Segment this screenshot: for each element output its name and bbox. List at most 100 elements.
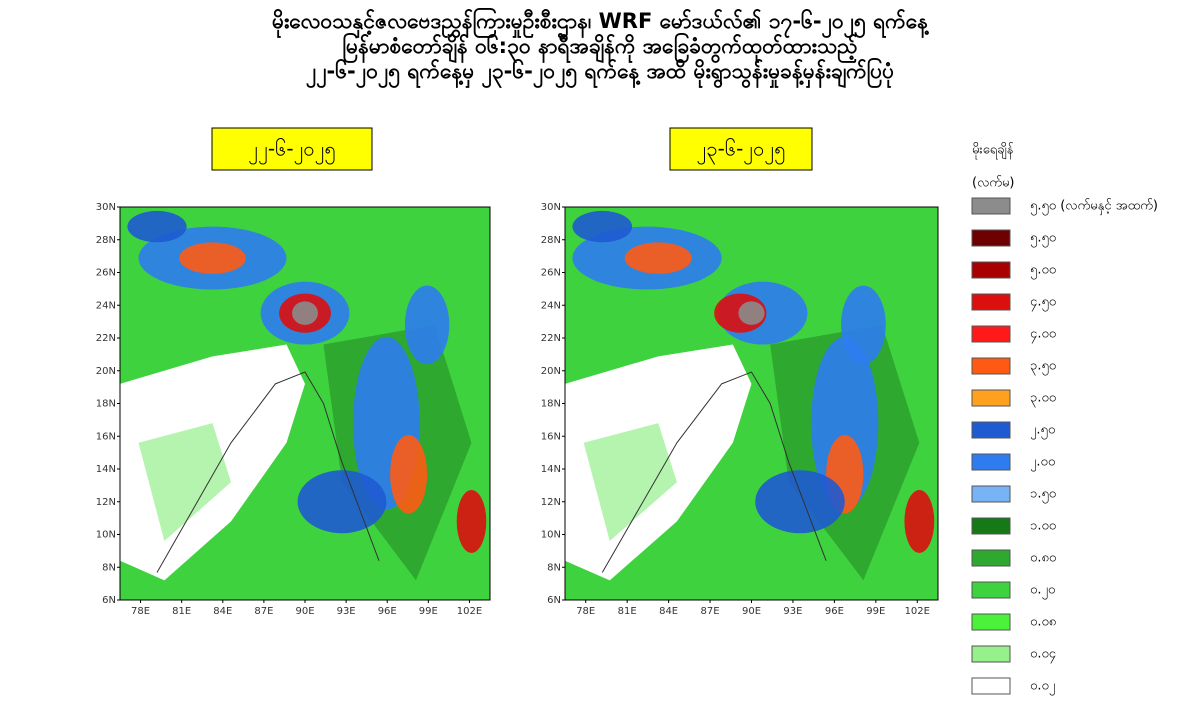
lat-label: 6N [102,595,116,606]
map [565,207,938,600]
legend-label: ၂.၀၀ [1030,455,1055,472]
date-box [669,127,813,171]
lat-label: 14N [541,464,561,475]
lat-label: 12N [96,497,116,508]
lat-label: 6N [547,595,561,606]
lat-label: 8N [547,562,561,573]
lat-label: 28N [96,235,116,246]
lon-label: 84E [213,606,232,617]
legend-unit: (လက်မ) [972,175,1014,191]
title-line: ၂၂-၆-၂၀၂၅ ရက်နေ့မှ ၂၃-၆-၂၀၂၅ ရက်နေ့ အထိ … [306,56,894,89]
rain-area [404,285,450,365]
lon-label: 99E [866,606,885,617]
rain-area [456,489,487,553]
date-label: ၂၂-၆-၂၀၂၅ [248,137,335,165]
rain-area [390,434,428,514]
legend-label: ၀.၈၀ [1030,551,1056,566]
rain-area [297,470,387,534]
lon-label: 87E [254,606,273,617]
legend-label: ၀.၀၂ [1030,679,1055,696]
lat-label: 10N [96,530,116,541]
legend-swatch [971,197,1011,215]
rain-area [755,470,845,534]
lat-label: 30N [541,202,561,213]
coastline [156,371,380,573]
lon-label: 78E [131,606,150,617]
lat-label: 12N [541,497,561,508]
legend-title: မိုးရေချိန် [972,142,1014,160]
lat-label: 16N [96,431,116,442]
legend-swatch [971,677,1011,695]
lon-label: 93E [783,606,802,617]
legend-swatch [971,581,1011,599]
lat-label: 10N [541,530,561,541]
rain-area [841,285,886,365]
sea [583,423,677,542]
lat-label: 30N [96,202,116,213]
legend-label: ၄.၅၀ [1030,295,1056,312]
lat-label: 22N [541,333,561,344]
lat-label: 16N [541,431,561,442]
rain-area [904,489,935,553]
legend-label: ၅.၅၀ (လက်မနှင့် အထက်) [1030,198,1158,216]
legend-swatch [971,229,1011,247]
legend-swatch [971,293,1011,311]
lon-label: 96E [825,606,844,617]
lon-label: 93E [337,606,356,617]
lat-label: 24N [541,300,561,311]
rain-area [179,242,246,274]
lat-label: 28N [541,235,561,246]
legend-label: ၅.၀၀ [1030,263,1056,280]
legend-label: ၀.၂၀ [1030,583,1055,600]
legend-label: ၄.၀၀ [1030,327,1056,344]
map [120,207,490,600]
lat-label: 20N [96,366,116,377]
legend-swatch [971,325,1011,343]
legend-swatch [971,389,1011,407]
lat-label: 18N [541,399,561,410]
coastline [601,371,827,573]
legend-label: ၃.၀၀ [1030,391,1056,408]
legend-label: ၀.၀၄ [1030,647,1057,664]
lat-label: 20N [541,366,561,377]
legend-swatch [971,261,1011,279]
legend-swatch [971,613,1011,631]
legend-label: ၃.၅၀ [1030,359,1056,376]
lon-label: 99E [419,606,438,617]
legend-label: ၀.၀၈ [1030,615,1056,630]
legend-label: ၅.၅၀ [1030,231,1056,248]
legend-swatch [971,485,1011,503]
legend-swatch [971,517,1011,535]
lon-label: 90E [742,606,761,617]
legend-swatch [971,357,1011,375]
legend-label: ၁.၀၀ [1030,519,1056,534]
rain-area [127,210,187,243]
lon-label: 87E [701,606,720,617]
lat-label: 18N [96,399,116,410]
rain-area [292,301,318,325]
lon-label: 81E [172,606,191,617]
legend-swatch [971,645,1011,663]
lon-label: 102E [457,606,482,617]
lat-label: 14N [96,464,116,475]
lon-label: 90E [295,606,314,617]
lat-label: 24N [96,300,116,311]
rain-area [624,242,692,274]
lon-label: 96E [378,606,397,617]
lon-label: 81E [618,606,637,617]
lon-label: 102E [905,606,930,617]
legend-swatch [971,421,1011,439]
legend-swatch [971,549,1011,567]
legend-swatch [971,453,1011,471]
date-box [211,127,373,171]
sea [138,423,231,542]
lon-label: 78E [576,606,595,617]
legend-label: ၂.၅၀ [1030,423,1055,440]
lat-label: 22N [96,333,116,344]
lat-label: 26N [541,268,561,279]
lat-label: 8N [102,562,116,573]
lat-label: 26N [96,268,116,279]
rain-area [572,210,633,243]
rain-area [738,301,765,325]
